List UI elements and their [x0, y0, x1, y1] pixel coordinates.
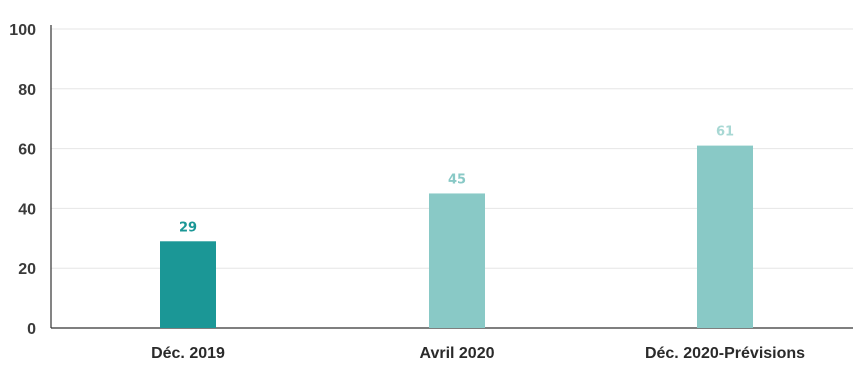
- data-label: 61: [716, 125, 734, 140]
- x-tick-label: Déc. 2020-Prévisions: [645, 345, 805, 362]
- y-axis-ticks: 0 20 40 60 80 100: [9, 22, 36, 338]
- bars: [160, 145, 753, 328]
- y-tick-label: 100: [9, 22, 36, 39]
- bar: [697, 145, 753, 328]
- data-label: 45: [448, 172, 466, 187]
- category-labels: Déc. 2019 Avril 2020 Déc. 2020-Prévisions: [151, 345, 805, 362]
- y-tick-label: 20: [18, 261, 36, 278]
- bar: [160, 241, 216, 328]
- y-tick-label: 60: [18, 142, 36, 159]
- y-tick-label: 80: [18, 82, 36, 99]
- data-label: 29: [179, 220, 197, 235]
- y-tick-label: 0: [27, 321, 36, 338]
- y-tick-label: 40: [18, 201, 36, 218]
- value-labels: 29 45 61: [179, 125, 734, 236]
- x-tick-label: Avril 2020: [419, 345, 494, 362]
- x-tick-label: Déc. 2019: [151, 345, 225, 362]
- bar: [429, 193, 485, 328]
